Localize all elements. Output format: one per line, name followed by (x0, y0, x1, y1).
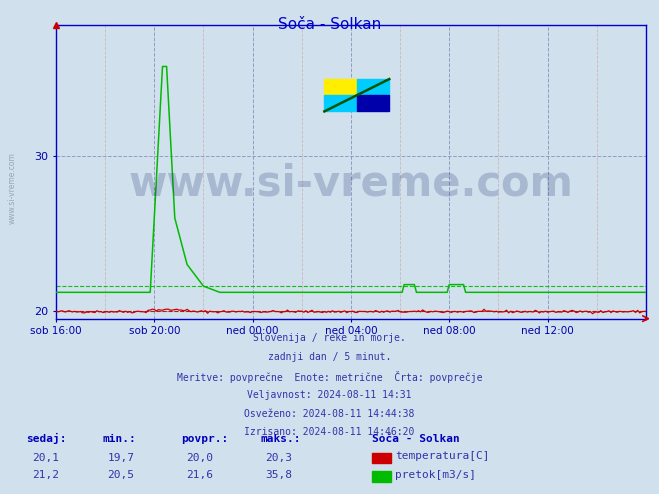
Text: www.si-vreme.com: www.si-vreme.com (8, 152, 17, 224)
Text: 20,3: 20,3 (266, 453, 293, 463)
Text: pretok[m3/s]: pretok[m3/s] (395, 470, 476, 480)
Text: maks.:: maks.: (260, 434, 301, 444)
Text: Veljavnost: 2024-08-11 14:31: Veljavnost: 2024-08-11 14:31 (247, 390, 412, 400)
Text: Soča - Solkan: Soča - Solkan (372, 434, 460, 444)
Text: temperatura[C]: temperatura[C] (395, 452, 490, 461)
Text: Soča - Solkan: Soča - Solkan (278, 17, 381, 32)
Text: 20,0: 20,0 (186, 453, 214, 463)
Text: Slovenija / reke in morje.: Slovenija / reke in morje. (253, 333, 406, 343)
Text: www.si-vreme.com: www.si-vreme.com (129, 163, 573, 205)
Bar (357, 95, 389, 112)
Text: 21,6: 21,6 (186, 470, 214, 480)
Text: Izrisano: 2024-08-11 14:46:20: Izrisano: 2024-08-11 14:46:20 (244, 427, 415, 437)
Text: 20,1: 20,1 (32, 453, 59, 463)
Text: 21,2: 21,2 (32, 470, 59, 480)
Bar (324, 79, 357, 95)
Text: 20,5: 20,5 (107, 470, 134, 480)
Bar (324, 95, 357, 112)
Text: min.:: min.: (102, 434, 136, 444)
Text: Meritve: povprečne  Enote: metrične  Črta: povprečje: Meritve: povprečne Enote: metrične Črta:… (177, 371, 482, 383)
Bar (357, 79, 389, 95)
Text: povpr.:: povpr.: (181, 434, 229, 444)
Text: sedaj:: sedaj: (26, 433, 67, 444)
Text: 19,7: 19,7 (107, 453, 134, 463)
Text: 35,8: 35,8 (266, 470, 293, 480)
Text: zadnji dan / 5 minut.: zadnji dan / 5 minut. (268, 352, 391, 362)
Text: Osveženo: 2024-08-11 14:44:38: Osveženo: 2024-08-11 14:44:38 (244, 409, 415, 418)
